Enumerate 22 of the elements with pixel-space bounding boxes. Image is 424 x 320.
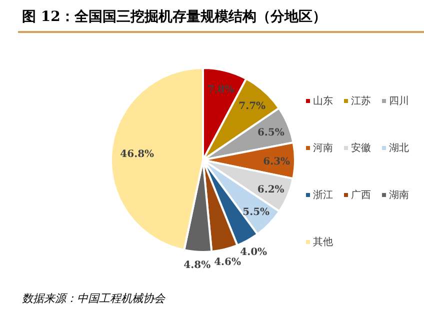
legend-label: 其他	[313, 236, 333, 248]
legend-label: 四川	[389, 95, 409, 107]
legend-label: 湖南	[389, 189, 409, 201]
legend-label: 山东	[313, 95, 333, 107]
legend-label: 湖北	[389, 142, 409, 154]
data-label: 4.0%	[240, 246, 268, 258]
data-label: 6.2%	[257, 184, 285, 196]
data-label: 4.8%	[184, 260, 212, 271]
data-label: 46.8%	[120, 149, 155, 160]
legend-label: 安徽	[351, 142, 371, 154]
legend-label: 浙江	[313, 189, 333, 201]
chart-title: 图 12：全国国三挖掘机存量规模结构（分地区）	[22, 9, 326, 25]
legend-label: 江苏	[351, 95, 371, 107]
data-label: 6.5%	[257, 128, 285, 139]
legend-label: 河南	[313, 142, 333, 154]
legend-label: 广西	[351, 189, 371, 201]
data-label: 6.3%	[263, 156, 291, 168]
data-label: 4.6%	[214, 257, 242, 268]
data-label: 7.7%	[238, 101, 266, 112]
data-label: 7.8%	[207, 84, 235, 96]
source-note: 数据来源：中国工程机械协会	[22, 292, 166, 305]
data-label: 5.5%	[242, 206, 270, 218]
